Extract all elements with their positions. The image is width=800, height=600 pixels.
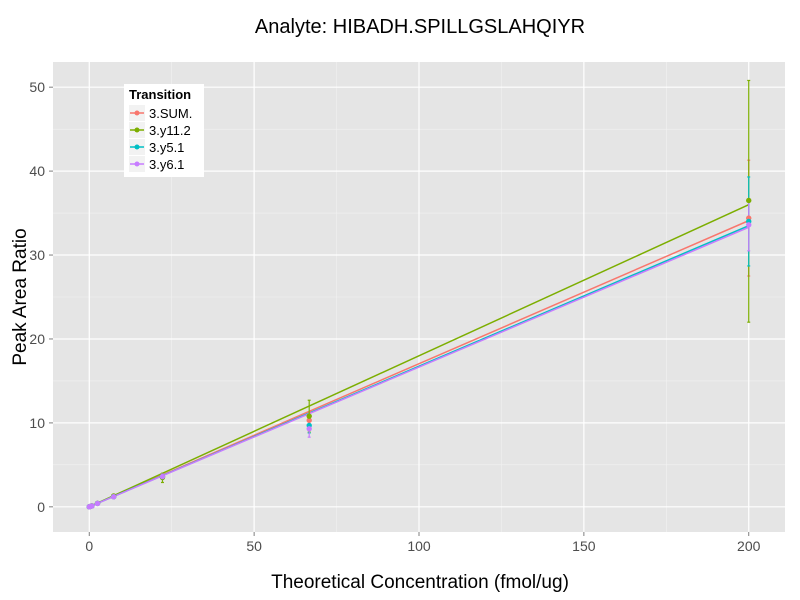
fit-line-3.SUM. bbox=[88, 219, 750, 508]
data-point bbox=[746, 197, 752, 204]
legend-label: 3.y11.2 bbox=[149, 123, 191, 138]
y-tick-label: 20 bbox=[29, 331, 45, 347]
legend-item: 3.y5.1 bbox=[129, 139, 184, 155]
chart-title: Analyte: HIBADH.SPILLGSLAHQIYR bbox=[255, 16, 585, 38]
x-axis: 0 50 100 150 200 bbox=[85, 532, 761, 554]
y-tick-label: 30 bbox=[29, 247, 45, 263]
data-points bbox=[86, 197, 752, 510]
legend-item: 3.SUM. bbox=[129, 105, 192, 121]
legend-label: 3.y5.1 bbox=[149, 140, 184, 155]
legend-label: 3.y6.1 bbox=[149, 157, 184, 172]
legend-label: 3.SUM. bbox=[149, 106, 192, 121]
data-point bbox=[306, 413, 312, 419]
legend-key-point bbox=[134, 110, 140, 116]
legend: Transition 3.SUM. 3.y11.2 3.y5.1 3.y6.1 bbox=[124, 84, 204, 177]
data-point bbox=[306, 417, 312, 424]
legend-title: Transition bbox=[129, 87, 191, 102]
y-tick-label: 40 bbox=[29, 163, 45, 179]
data-point bbox=[746, 222, 752, 228]
data-point bbox=[306, 426, 312, 432]
legend-item: 3.y11.2 bbox=[129, 122, 191, 138]
legend-items: 3.SUM. 3.y11.2 3.y5.1 3.y6.1 bbox=[129, 105, 192, 172]
y-axis: 0 10 20 30 40 50 bbox=[29, 79, 53, 515]
fit-lines bbox=[88, 203, 750, 508]
legend-key-point bbox=[134, 144, 140, 150]
x-axis-title: Theoretical Concentration (fmol/ug) bbox=[271, 572, 569, 593]
data-point bbox=[110, 494, 117, 500]
grid-major bbox=[53, 62, 785, 532]
y-tick-label: 50 bbox=[29, 79, 45, 95]
y-tick-label: 0 bbox=[37, 499, 45, 515]
legend-key-point bbox=[134, 161, 140, 167]
fit-line-3.y6.1 bbox=[88, 226, 750, 508]
x-tick-label: 200 bbox=[737, 538, 761, 554]
x-tick-label: 0 bbox=[85, 538, 93, 554]
x-tick-label: 50 bbox=[246, 538, 262, 554]
data-point bbox=[159, 473, 166, 480]
y-axis-title: Peak Area Ratio bbox=[10, 228, 31, 365]
x-tick-label: 100 bbox=[407, 538, 431, 554]
fit-line-3.y11.2 bbox=[88, 203, 750, 508]
y-tick-label: 10 bbox=[29, 415, 45, 431]
data-point bbox=[89, 503, 95, 509]
legend-key-point bbox=[134, 127, 140, 133]
x-tick-label: 150 bbox=[572, 538, 596, 554]
legend-item: 3.y6.1 bbox=[129, 156, 184, 172]
data-point bbox=[94, 500, 101, 507]
